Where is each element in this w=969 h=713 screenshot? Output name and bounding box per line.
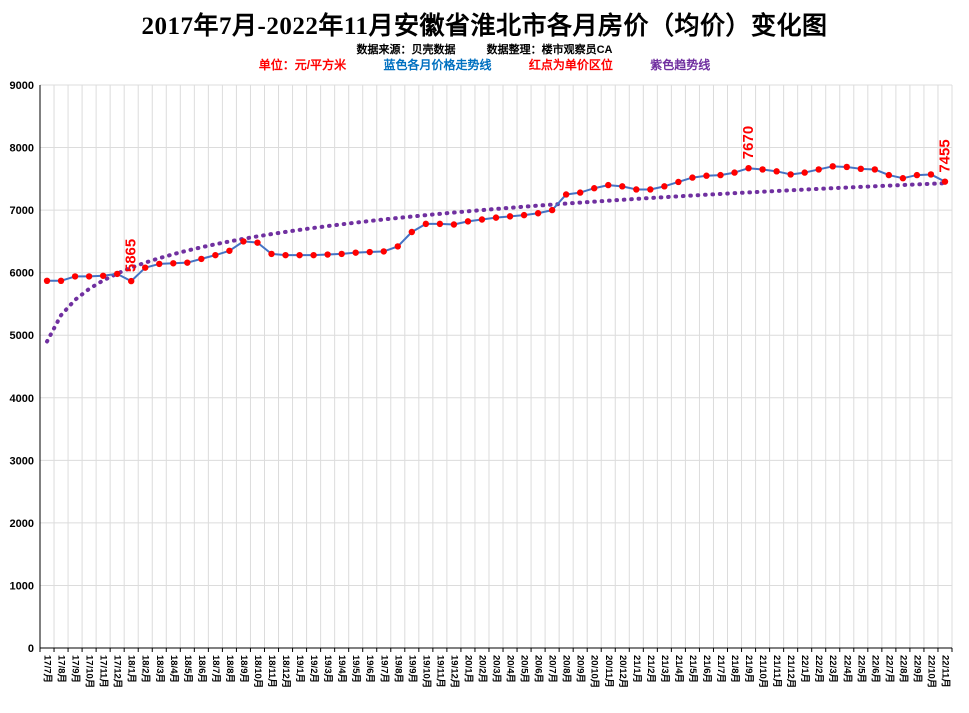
svg-text:0: 0: [28, 643, 34, 655]
svg-text:19/7月: 19/7月: [378, 655, 389, 683]
svg-text:22/11月: 22/11月: [939, 655, 950, 688]
svg-text:20/4月: 20/4月: [505, 655, 516, 683]
svg-text:17/8月: 17/8月: [56, 655, 67, 683]
legend-blue-line: 蓝色各月价格走势线: [383, 58, 492, 72]
svg-text:21/12月: 21/12月: [785, 655, 796, 688]
svg-text:21/7月: 21/7月: [715, 655, 726, 683]
svg-text:8000: 8000: [10, 143, 34, 155]
svg-text:20/8月: 20/8月: [561, 655, 572, 683]
legend-red-dot: 红点为单价区位: [528, 58, 613, 72]
svg-text:19/3月: 19/3月: [322, 655, 333, 683]
svg-text:22/4月: 22/4月: [841, 655, 852, 683]
svg-text:19/6月: 19/6月: [364, 655, 375, 683]
trend-line: [45, 181, 947, 344]
svg-text:17/11月: 17/11月: [98, 655, 109, 688]
svg-text:18/10月: 18/10月: [252, 655, 263, 688]
svg-text:18/12月: 18/12月: [280, 655, 291, 688]
svg-text:19/12月: 19/12月: [448, 655, 459, 688]
y-axis-labels: 0 1000 2000 3000 4000 5000 6000 7000 8000 9000: [10, 80, 34, 655]
svg-text:9000: 9000: [10, 80, 34, 92]
svg-text:18/4月: 18/4月: [168, 655, 179, 683]
svg-text:22/2月: 22/2月: [813, 655, 824, 683]
svg-text:22/9月: 22/9月: [911, 655, 922, 683]
svg-text:20/1月: 20/1月: [462, 655, 473, 683]
svg-text:21/4月: 21/4月: [673, 655, 684, 683]
svg-text:20/9月: 20/9月: [575, 655, 586, 683]
svg-text:22/8月: 22/8月: [897, 655, 908, 683]
svg-text:21/9月: 21/9月: [743, 655, 754, 683]
svg-text:17/7月: 17/7月: [42, 655, 53, 683]
x-axis-labels: 17/7月 17/8月 17/9月 17/10月 17/11月 17/12月 18/1月 18…: [42, 655, 951, 688]
svg-text:20/12月: 20/12月: [617, 655, 628, 688]
axes: [39, 85, 953, 652]
svg-text:19/2月: 19/2月: [308, 655, 319, 683]
legend-purple-trend: 紫色趋势线: [650, 58, 711, 72]
svg-text:21/3月: 21/3月: [659, 655, 670, 683]
svg-text:22/5月: 22/5月: [855, 655, 866, 683]
svg-text:22/7月: 22/7月: [883, 655, 894, 683]
svg-text:18/1月: 18/1月: [126, 655, 137, 683]
svg-text:19/1月: 19/1月: [294, 655, 305, 683]
svg-text:20/3月: 20/3月: [491, 655, 502, 683]
svg-text:21/10月: 21/10月: [757, 655, 768, 688]
svg-text:1000: 1000: [10, 580, 34, 592]
svg-text:5865: 5865: [123, 239, 140, 272]
svg-text:19/8月: 19/8月: [392, 655, 403, 683]
svg-text:7000: 7000: [10, 205, 34, 217]
svg-text:5000: 5000: [10, 330, 34, 342]
svg-text:7455: 7455: [936, 139, 953, 172]
svg-text:17/10月: 17/10月: [84, 655, 95, 688]
data-editor-label: 数据整理：楼市观察员CA: [486, 44, 613, 56]
svg-text:20/5月: 20/5月: [519, 655, 530, 683]
svg-text:18/11月: 18/11月: [266, 655, 277, 688]
svg-text:18/3月: 18/3月: [154, 655, 165, 683]
svg-text:2000: 2000: [10, 518, 34, 530]
data-source-label: 数据来源：贝壳数据: [356, 44, 456, 56]
data-source-line: 数据来源：贝壳数据 数据整理：楼市观察员CA: [0, 41, 969, 57]
svg-text:17/12月: 17/12月: [112, 655, 123, 688]
svg-text:22/3月: 22/3月: [827, 655, 838, 683]
chart-title: 2017年7月-2022年11月安徽省淮北市各月房价（均价）变化图: [141, 13, 828, 40]
svg-text:22/10月: 22/10月: [925, 655, 936, 688]
svg-text:19/10月: 19/10月: [420, 655, 431, 688]
svg-text:18/8月: 18/8月: [224, 655, 235, 683]
svg-text:18/2月: 18/2月: [140, 655, 151, 683]
svg-text:20/7月: 20/7月: [547, 655, 558, 683]
svg-text:22/1月: 22/1月: [799, 655, 810, 683]
svg-text:18/5月: 18/5月: [182, 655, 193, 683]
price-line: [47, 165, 946, 283]
svg-text:19/4月: 19/4月: [336, 655, 347, 683]
svg-text:21/5月: 21/5月: [687, 655, 698, 683]
svg-text:20/2月: 20/2月: [476, 655, 487, 683]
svg-text:18/6月: 18/6月: [196, 655, 207, 683]
svg-text:21/11月: 21/11月: [771, 655, 782, 688]
svg-text:19/5月: 19/5月: [350, 655, 361, 683]
svg-text:4000: 4000: [10, 393, 34, 405]
svg-text:21/2月: 21/2月: [645, 655, 656, 683]
svg-text:21/8月: 21/8月: [729, 655, 740, 683]
svg-text:20/10月: 20/10月: [589, 655, 600, 688]
svg-text:19/11月: 19/11月: [434, 655, 445, 688]
point-annotations: 5865 7670 7455: [123, 126, 954, 272]
svg-text:3000: 3000: [10, 455, 34, 467]
svg-text:6000: 6000: [10, 268, 34, 280]
svg-text:22/6月: 22/6月: [869, 655, 880, 683]
legend-line: 单位：元/平方米 蓝色各月价格走势线 红点为单价区位 紫色趋势线: [0, 56, 969, 73]
svg-text:20/11月: 20/11月: [603, 655, 614, 688]
legend-unit: 单位：元/平方米: [258, 58, 347, 72]
price-points: [43, 163, 949, 285]
svg-text:7670: 7670: [740, 126, 757, 159]
svg-text:21/6月: 21/6月: [701, 655, 712, 683]
svg-text:17/9月: 17/9月: [70, 655, 81, 683]
svg-text:18/7月: 18/7月: [210, 655, 221, 683]
svg-text:18/9月: 18/9月: [238, 655, 249, 683]
svg-text:19/9月: 19/9月: [406, 655, 417, 683]
svg-text:21/1月: 21/1月: [631, 655, 642, 683]
svg-text:20/6月: 20/6月: [533, 655, 544, 683]
